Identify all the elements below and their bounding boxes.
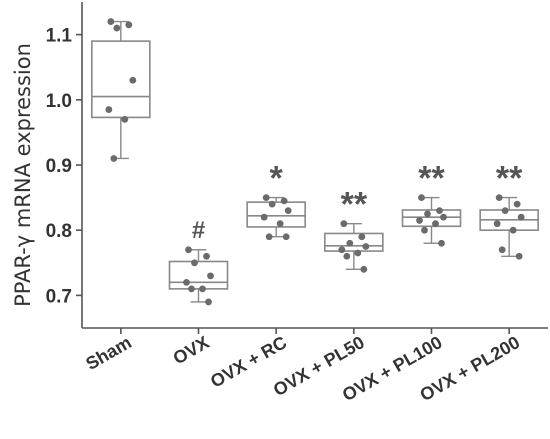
x-tick-label: Sham [82,332,134,374]
data-point [265,233,273,241]
data-point [418,194,425,202]
data-point [421,226,428,234]
data-point [501,207,509,215]
data-point [354,249,362,257]
data-point [280,197,288,205]
box [246,201,306,228]
data-point [346,239,354,247]
data-point [509,226,517,234]
data-point [282,233,290,241]
significance-label: ** [341,186,368,224]
boxes: #***** ** [91,18,539,306]
data-point [340,220,348,228]
data-point [191,259,198,267]
data-point [105,106,113,113]
data-point [113,24,121,32]
data-point [205,298,212,306]
y-tick-label: 0.8 [46,221,72,242]
data-point [436,207,443,215]
x-tick-label: OVX [170,332,213,368]
data-point [125,21,133,29]
data-point [517,213,525,221]
data-point [262,194,270,202]
data-point [362,243,370,250]
data-point [203,252,210,260]
data-point [495,194,503,202]
y-tick-label: 0.9 [46,156,72,177]
axes [81,2,548,329]
significance-label: ** [418,160,445,198]
data-point [199,285,206,293]
data-point [515,252,523,260]
y-axis-label: PPAR-γ mRNA expression [11,43,35,307]
data-point [107,18,115,25]
box-group-2: * [246,160,306,241]
data-point [424,210,431,218]
box-group-4: ** [401,160,462,247]
data-point [129,76,137,84]
data-point [268,200,276,208]
box [168,260,229,290]
data-point [207,272,214,280]
box-group-0 [91,18,151,162]
box-group-1: # [168,217,229,306]
significance-label: ** [496,160,523,198]
box [401,209,462,228]
data-point [438,239,445,247]
data-point [358,233,366,241]
data-point [276,220,284,228]
data-point [360,265,368,273]
y-ticks: 0.7 0.8 0.9 1.0 1.1 [46,26,82,307]
data-point [185,246,192,254]
data-point [343,252,351,260]
data-point [121,115,129,123]
data-point [416,217,423,224]
data-point [498,246,506,254]
data-point [183,278,190,286]
significance-label: # [192,217,205,244]
box-group-3: ** [324,186,384,273]
data-point [284,207,292,215]
data-point [493,220,501,228]
data-point [432,220,439,228]
significance-label: * [270,160,284,198]
data-point [513,200,521,208]
y-tick-label: 0.7 [46,286,72,307]
data-point [338,246,346,254]
data-point [110,155,118,162]
data-point [188,285,195,293]
box [324,232,384,252]
data-point [440,213,447,221]
box [91,40,151,119]
box-group-5: ** [479,160,539,260]
data-point [260,213,268,221]
y-tick-label: 1.0 [46,91,72,112]
y-tick-label: 1.1 [46,26,73,47]
